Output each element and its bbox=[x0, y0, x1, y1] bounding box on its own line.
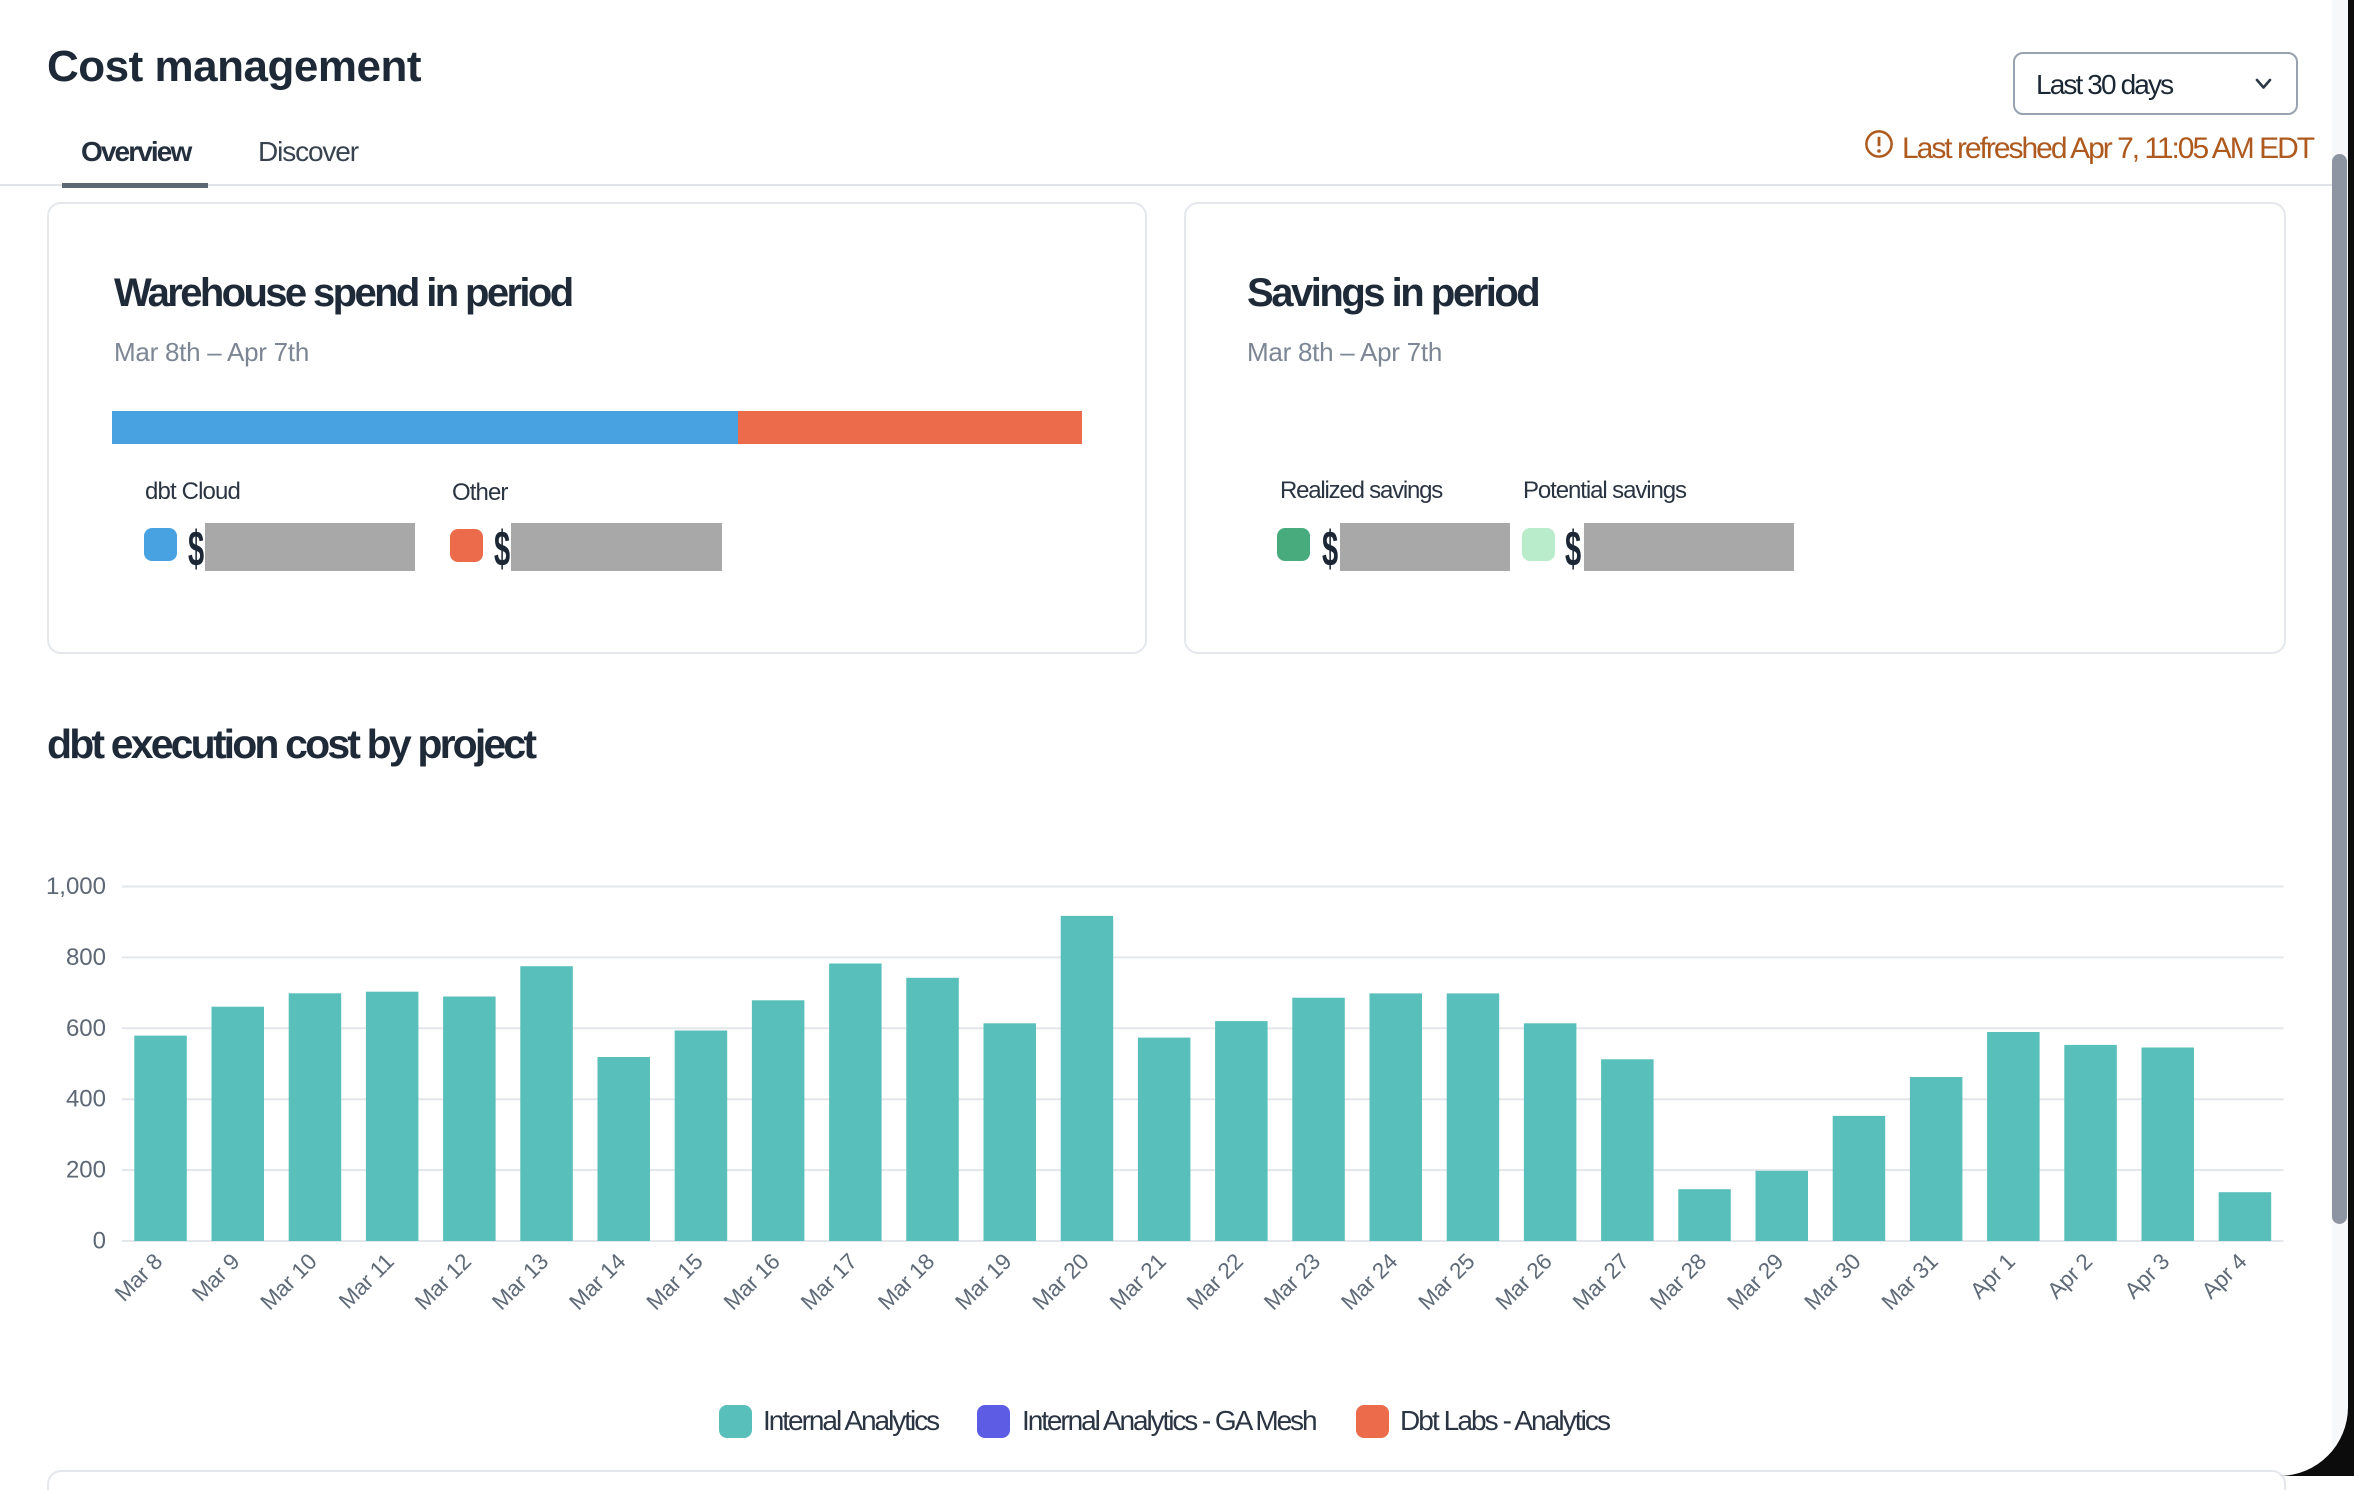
svg-text:0: 0 bbox=[93, 1228, 106, 1255]
svg-text:Mar 22: Mar 22 bbox=[1182, 1249, 1248, 1315]
svg-text:Mar 24: Mar 24 bbox=[1336, 1249, 1402, 1315]
svg-text:400: 400 bbox=[66, 1086, 106, 1113]
svg-text:Mar 16: Mar 16 bbox=[719, 1249, 785, 1315]
svg-text:Mar 10: Mar 10 bbox=[256, 1249, 322, 1315]
svg-text:200: 200 bbox=[66, 1157, 106, 1184]
svg-text:Mar 31: Mar 31 bbox=[1877, 1249, 1943, 1315]
svg-text:Apr 1: Apr 1 bbox=[1965, 1249, 2020, 1304]
svg-text:Mar 18: Mar 18 bbox=[873, 1249, 939, 1315]
svg-text:Apr 4: Apr 4 bbox=[2197, 1249, 2252, 1304]
svg-text:Mar 20: Mar 20 bbox=[1028, 1249, 1094, 1315]
svg-text:600: 600 bbox=[66, 1015, 106, 1042]
svg-text:Mar 30: Mar 30 bbox=[1800, 1249, 1866, 1315]
svg-text:Mar 9: Mar 9 bbox=[187, 1249, 244, 1306]
svg-text:Mar 27: Mar 27 bbox=[1568, 1249, 1634, 1315]
svg-text:Mar 17: Mar 17 bbox=[796, 1249, 862, 1315]
svg-text:Mar 25: Mar 25 bbox=[1414, 1249, 1480, 1315]
svg-text:Mar 21: Mar 21 bbox=[1105, 1249, 1171, 1315]
svg-text:Mar 19: Mar 19 bbox=[950, 1249, 1016, 1315]
svg-text:Mar 15: Mar 15 bbox=[642, 1249, 708, 1315]
svg-text:Mar 26: Mar 26 bbox=[1491, 1249, 1557, 1315]
svg-text:Mar 14: Mar 14 bbox=[564, 1249, 630, 1315]
svg-text:Mar 13: Mar 13 bbox=[487, 1249, 553, 1315]
svg-text:Mar 11: Mar 11 bbox=[334, 1249, 399, 1314]
svg-text:1,000: 1,000 bbox=[46, 873, 106, 900]
svg-text:Apr 2: Apr 2 bbox=[2042, 1249, 2097, 1304]
svg-text:Mar 12: Mar 12 bbox=[410, 1249, 476, 1315]
svg-text:Mar 28: Mar 28 bbox=[1645, 1249, 1711, 1315]
svg-text:Mar 8: Mar 8 bbox=[110, 1249, 167, 1306]
svg-text:Apr 3: Apr 3 bbox=[2120, 1249, 2175, 1304]
svg-text:800: 800 bbox=[66, 944, 106, 971]
svg-text:Mar 29: Mar 29 bbox=[1722, 1249, 1788, 1315]
svg-text:Mar 23: Mar 23 bbox=[1259, 1249, 1325, 1315]
